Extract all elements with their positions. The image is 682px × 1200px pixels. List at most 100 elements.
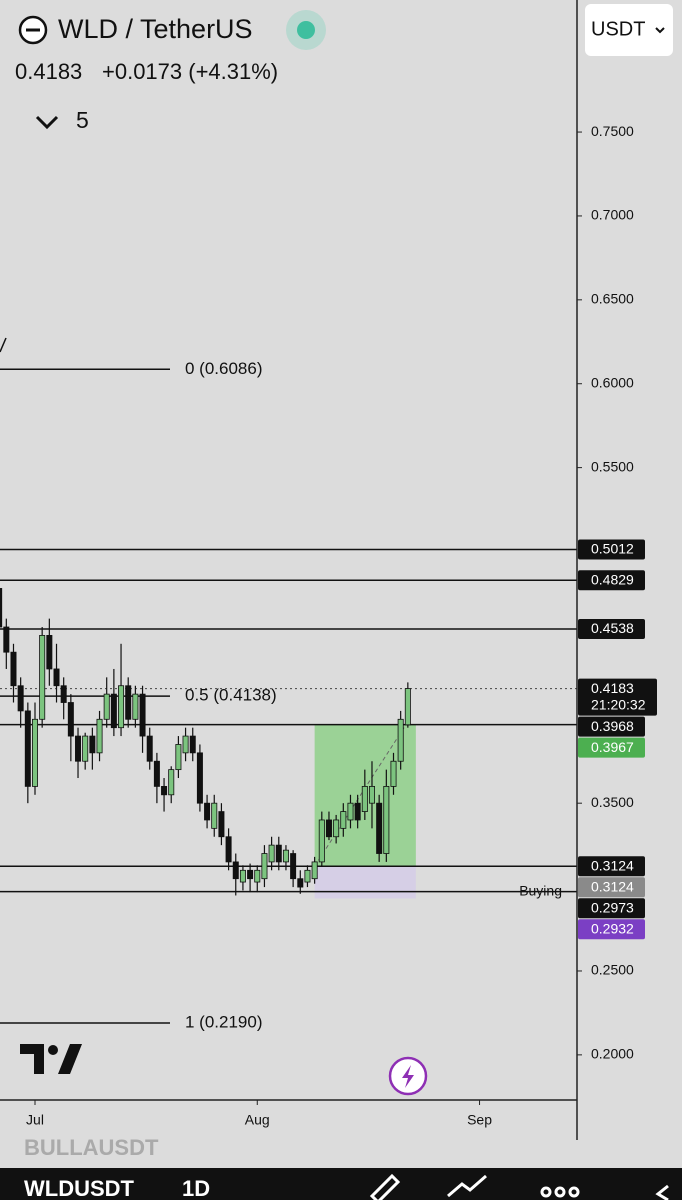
candle-body — [17, 685, 24, 712]
candle-body — [247, 869, 254, 880]
trendline — [0, 337, 7, 353]
price-tag-label: 0.4538 — [591, 620, 634, 636]
candle-body — [3, 626, 10, 653]
price-tag-label: 0.3124 — [591, 878, 634, 894]
candle-body — [32, 718, 39, 787]
candle-body — [82, 735, 89, 762]
candle-body — [404, 688, 411, 726]
x-tick-label: Aug — [245, 1112, 270, 1128]
tv-logo — [20, 1044, 82, 1074]
price-tag-label: 0.2932 — [591, 920, 634, 936]
price-tag — [578, 877, 645, 898]
candle-body — [89, 735, 96, 754]
fib-label: 0.5 (0.4138) — [185, 686, 277, 705]
symbol: WLD / TetherUS — [58, 14, 253, 44]
candle-body — [211, 802, 218, 829]
price-tag-label: 0.4829 — [591, 571, 634, 587]
candle-body — [103, 693, 110, 720]
indicators-icon[interactable] — [447, 1174, 487, 1198]
tv-logo-dot — [48, 1045, 58, 1055]
indicator-count[interactable]: 5 — [76, 107, 89, 133]
toolbar-interval[interactable]: 1D — [182, 1176, 210, 1200]
plot: 0 (0.6086) 0.5 (0.4138) 1 (0.2190) Buying — [0, 359, 577, 1031]
candle-body — [383, 786, 390, 854]
candle-body — [189, 735, 196, 754]
tv-logo-v — [58, 1044, 82, 1074]
currency[interactable]: USDT — [591, 18, 645, 40]
more-icon[interactable] — [540, 1186, 580, 1198]
candle-body — [368, 786, 375, 804]
candle-body — [225, 836, 232, 863]
candle-body — [297, 878, 304, 888]
y-tick-label: 0.6000 — [591, 374, 634, 390]
candle-body — [96, 718, 103, 754]
candle-body — [75, 735, 82, 762]
tv-logo-t — [20, 1044, 44, 1074]
candle-body — [204, 802, 211, 821]
candle-body — [218, 811, 225, 838]
candle-body — [153, 760, 160, 787]
price-tag — [578, 716, 645, 737]
y-tick-label: 0.7500 — [591, 123, 634, 139]
x-tick-label: Jul — [26, 1112, 44, 1128]
indicator-toggle[interactable] — [35, 115, 59, 130]
toolbar-symbol[interactable]: WLDUSDT — [24, 1176, 135, 1200]
price-tag — [578, 737, 645, 758]
candle-body — [10, 651, 17, 687]
y-tick-label: 0.3500 — [591, 794, 634, 810]
candle-body — [139, 693, 146, 737]
flash-icon — [402, 1065, 414, 1088]
candle-body — [118, 685, 125, 729]
price-tag-label: 0.5012 — [591, 541, 634, 557]
candle-body — [67, 702, 74, 737]
currency-caret — [655, 27, 665, 34]
change: +0.0173 (+4.31%) — [102, 59, 278, 84]
candle-body — [325, 819, 332, 838]
candle-body — [282, 849, 289, 863]
candle-body — [46, 635, 53, 670]
candle-body — [268, 844, 275, 863]
candle-body — [132, 693, 139, 720]
candle-body — [110, 693, 117, 729]
toolbar — [0, 1168, 682, 1200]
y-tick-label: 0.5500 — [591, 458, 634, 474]
candle-body — [311, 861, 318, 880]
candle-body — [376, 802, 383, 854]
candle-body — [24, 710, 31, 787]
y-tick-label: 0.2500 — [591, 962, 634, 978]
faded-symbol: BULLAUSDT — [24, 1135, 159, 1160]
price-tag — [578, 678, 657, 716]
price-tag-label: 0.3967 — [591, 739, 634, 755]
candle-body — [361, 786, 368, 812]
price-tag — [578, 539, 645, 560]
candle-body — [304, 869, 311, 883]
x-tick-label: Sep — [467, 1112, 492, 1128]
price-tag-label: 0.3968 — [591, 718, 634, 734]
back-icon[interactable] — [655, 1184, 669, 1200]
candle-body — [175, 744, 182, 771]
currency-button[interactable] — [585, 4, 673, 56]
draw-icon[interactable] — [369, 1173, 401, 1200]
y-tick-label: 0.6500 — [591, 291, 634, 307]
price-tag — [578, 856, 645, 877]
candle-body — [0, 588, 3, 628]
candle-body — [196, 752, 203, 804]
candle-body — [161, 786, 168, 796]
price-tag-label: 0.2973 — [591, 899, 634, 915]
candle-body — [60, 685, 67, 703]
countdown: 21:20:32 — [591, 696, 646, 712]
candle-body — [290, 853, 297, 880]
position-loss — [314, 866, 416, 899]
y-tick-label: 0.7000 — [591, 207, 634, 223]
candle-body — [354, 802, 361, 821]
price-tag — [578, 619, 645, 640]
price-tag — [578, 898, 645, 919]
candle-body — [254, 869, 261, 883]
candle-body — [168, 769, 175, 796]
candle-body — [397, 718, 404, 762]
candle-body — [239, 869, 246, 883]
fib-label: 1 (0.2190) — [185, 1012, 263, 1031]
candle-body — [146, 735, 153, 762]
